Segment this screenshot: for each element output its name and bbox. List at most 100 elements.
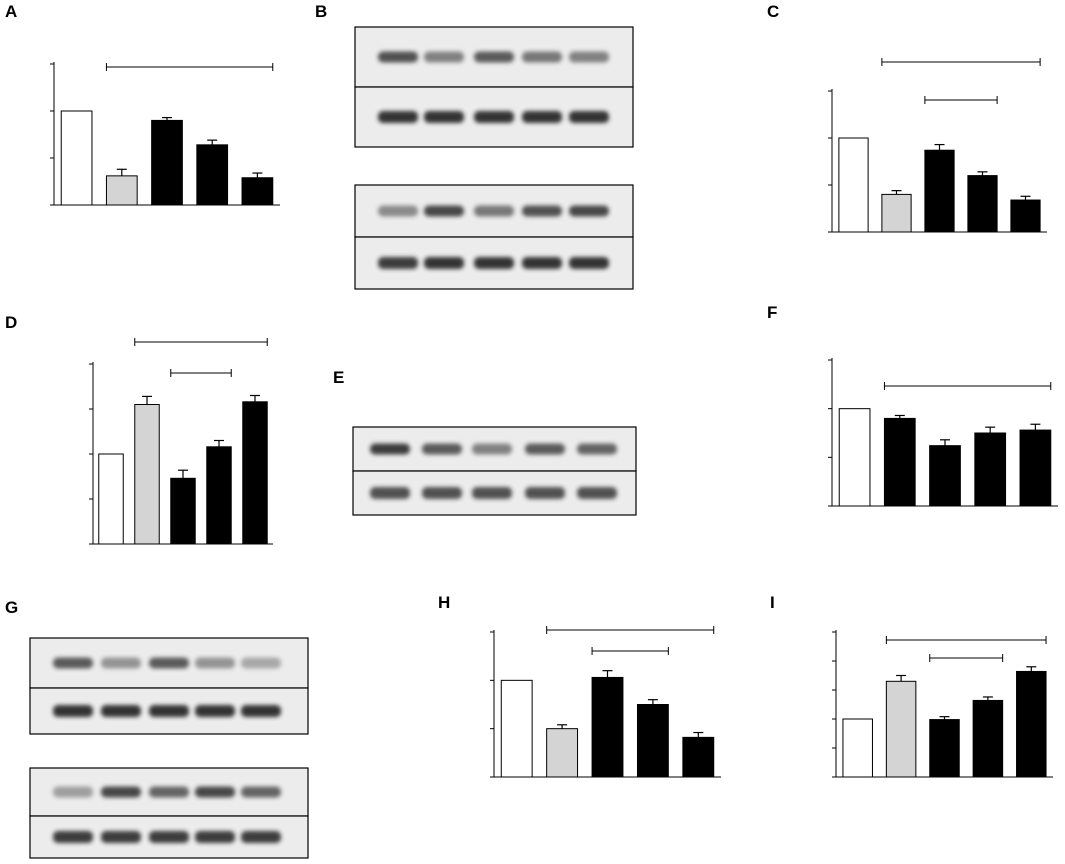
band-e — [525, 487, 565, 499]
band-b1 — [474, 111, 514, 123]
panel-label-a: A — [5, 2, 17, 21]
band-g2 — [241, 786, 281, 798]
chart-f — [828, 358, 1058, 507]
band-g1 — [149, 657, 189, 669]
band-b1 — [569, 51, 609, 63]
bar-h — [546, 728, 579, 778]
blot-b1 — [354, 26, 634, 148]
chart-a — [50, 62, 280, 206]
chart-i — [832, 630, 1053, 778]
bar-c — [967, 175, 998, 233]
bar-i — [929, 719, 960, 778]
chart-h — [490, 626, 721, 778]
bar-a — [241, 177, 274, 206]
band-e — [577, 487, 617, 499]
band-b2 — [474, 205, 514, 217]
panel-label-b: B — [315, 2, 327, 21]
band-b2 — [378, 205, 418, 217]
bar-c — [838, 137, 869, 233]
blot-g2 — [29, 767, 309, 859]
bar-i — [885, 680, 917, 778]
bar-a — [60, 110, 93, 206]
band-g1 — [101, 705, 141, 717]
blot-b2 — [354, 184, 634, 290]
panel-label-d: D — [5, 313, 17, 332]
band-e — [370, 487, 410, 499]
band-g1 — [195, 657, 235, 669]
band-g1 — [195, 705, 235, 717]
band-g2 — [241, 831, 281, 843]
bar-f — [1019, 429, 1052, 507]
band-g1 — [241, 705, 281, 717]
band-g2 — [101, 786, 141, 798]
band-g1 — [241, 657, 281, 669]
band-b1 — [378, 111, 418, 123]
band-b2 — [424, 205, 464, 217]
panel-label-e: E — [333, 368, 344, 387]
bar-c — [924, 149, 955, 233]
panel-label-f: F — [767, 303, 777, 322]
band-b2 — [569, 257, 609, 269]
bar-a — [151, 119, 183, 206]
band-b1 — [474, 51, 514, 63]
band-g1 — [53, 705, 93, 717]
chart-c — [828, 58, 1047, 233]
bar-h — [500, 679, 533, 778]
bar-a — [196, 144, 229, 206]
blot-e — [352, 426, 637, 516]
band-g2 — [195, 786, 235, 798]
band-b1 — [522, 51, 562, 63]
bar-c — [881, 193, 912, 233]
band-e — [577, 443, 617, 455]
band-g2 — [53, 831, 93, 843]
bar-f — [883, 417, 916, 507]
band-b2 — [474, 257, 514, 269]
band-e — [422, 487, 462, 499]
chart-d — [89, 338, 273, 545]
band-g1 — [53, 657, 93, 669]
bar-f — [929, 445, 961, 507]
bar-f — [838, 408, 871, 507]
bar-d — [134, 404, 160, 545]
band-e — [472, 443, 512, 455]
band-g1 — [149, 705, 189, 717]
band-b2 — [522, 257, 562, 269]
blot-g1 — [29, 637, 309, 735]
band-g2 — [149, 786, 189, 798]
panel-label-c: C — [767, 2, 779, 21]
bar-d — [170, 477, 196, 545]
panel-label-h: H — [438, 593, 450, 612]
band-e — [472, 487, 512, 499]
band-b2 — [378, 257, 418, 269]
bar-i — [842, 718, 873, 778]
band-g2 — [149, 831, 189, 843]
bar-h — [636, 704, 669, 778]
band-b2 — [522, 205, 562, 217]
bar-d — [98, 453, 124, 545]
bar-h — [682, 736, 715, 778]
band-e — [525, 443, 565, 455]
band-b1 — [424, 51, 464, 63]
band-b1 — [424, 111, 464, 123]
band-b2 — [569, 205, 609, 217]
band-b2 — [424, 257, 464, 269]
band-g2 — [101, 831, 141, 843]
bar-d — [242, 401, 268, 545]
band-g2 — [53, 786, 93, 798]
panel-label-i: I — [770, 593, 775, 612]
bar-h — [591, 676, 624, 778]
band-e — [422, 443, 462, 455]
band-g2 — [195, 831, 235, 843]
band-g1 — [101, 657, 141, 669]
band-e — [370, 443, 410, 455]
band-b1 — [569, 111, 609, 123]
bar-a — [105, 175, 138, 206]
bar-c — [1010, 199, 1041, 233]
bar-i — [1016, 670, 1047, 778]
panel-label-g: G — [5, 598, 18, 617]
bar-i — [972, 699, 1004, 778]
bar-d — [206, 446, 232, 545]
bar-f — [974, 432, 1007, 507]
band-b1 — [378, 51, 418, 63]
